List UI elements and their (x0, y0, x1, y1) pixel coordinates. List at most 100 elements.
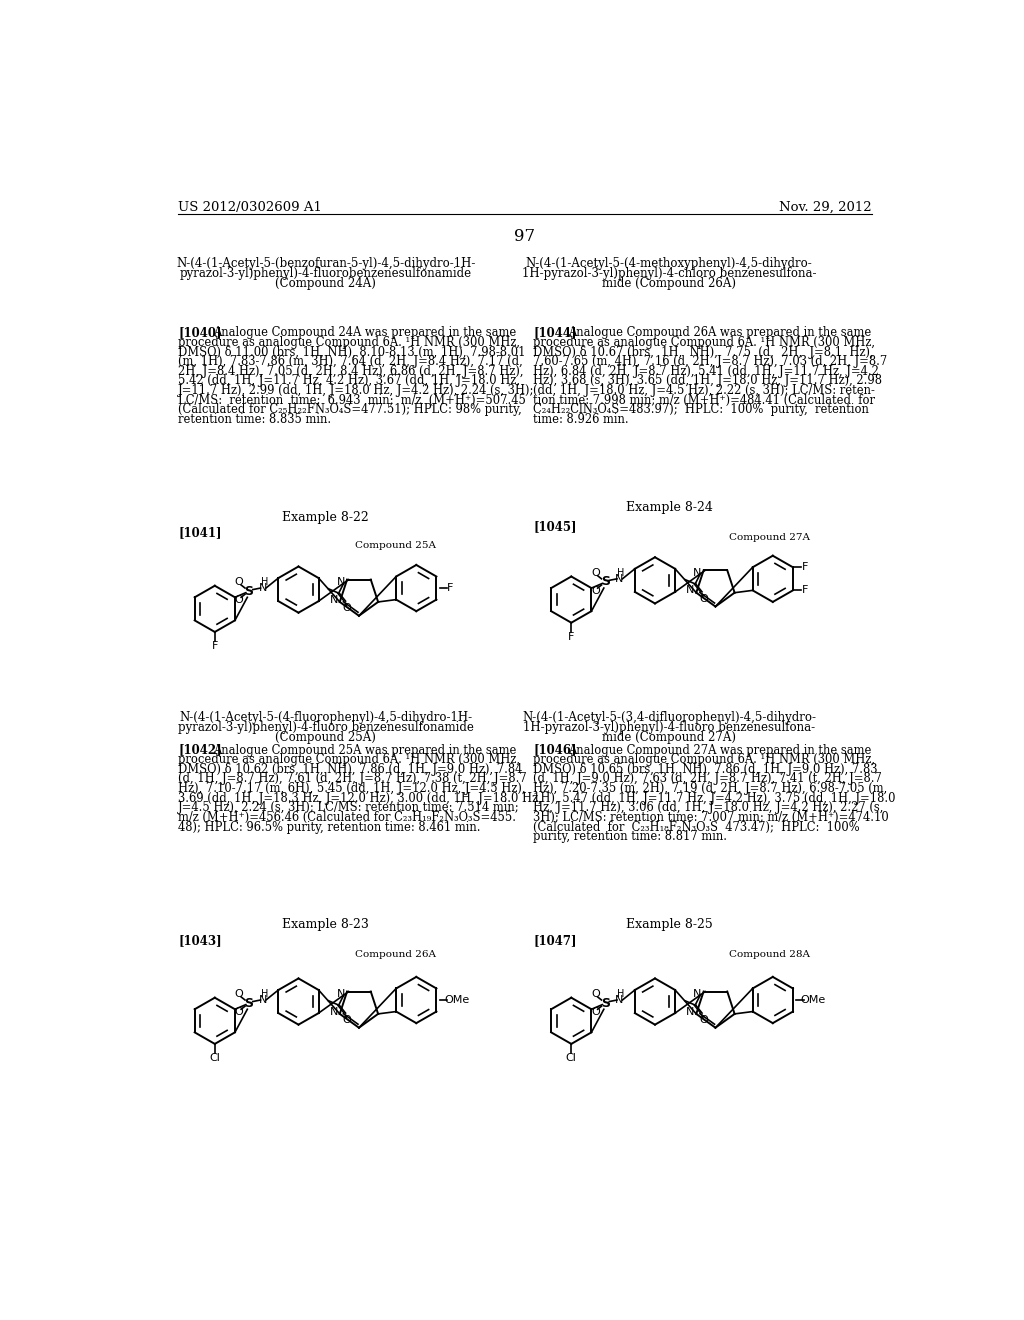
Text: N: N (686, 1007, 694, 1016)
Text: 97: 97 (514, 227, 536, 244)
Text: [1044]: [1044] (534, 326, 577, 339)
Text: 2H, J=8.4 Hz), 7.05 (d, 2H, 8.4 Hz), 6.86 (d, 2H, J=8.7 Hz),: 2H, J=8.4 Hz), 7.05 (d, 2H, 8.4 Hz), 6.8… (178, 364, 524, 378)
Text: O: O (343, 1015, 351, 1026)
Text: DMSO) δ 10.65 (brs, 1H, NH), 7.86 (d, 1H, J=9.0 Hz), 7.83: DMSO) δ 10.65 (brs, 1H, NH), 7.86 (d, 1H… (534, 763, 878, 776)
Text: H: H (261, 577, 268, 587)
Text: Compound 27A: Compound 27A (729, 533, 810, 543)
Text: [1046]: [1046] (534, 743, 577, 756)
Text: N-(4-(1-Acetyl-5-(4-methoxyphenyl)-4,5-dihydro-: N-(4-(1-Acetyl-5-(4-methoxyphenyl)-4,5-d… (525, 257, 812, 271)
Text: N: N (259, 995, 267, 1005)
Text: (Calculated  for  C₂₃H₁₈F₂N₃O₃S  473.47);  HPLC:  100%: (Calculated for C₂₃H₁₈F₂N₃O₃S 473.47); H… (534, 821, 860, 834)
Text: 1H-pyrazol-3-yl)phenyl)-4-fluoro benzenesulfona-: 1H-pyrazol-3-yl)phenyl)-4-fluoro benzene… (523, 721, 815, 734)
Text: 1H-pyrazol-3-yl)phenyl)-4-chloro benzenesulfona-: 1H-pyrazol-3-yl)phenyl)-4-chloro benzene… (521, 267, 816, 280)
Text: O: O (234, 577, 243, 587)
Text: Cl: Cl (566, 1053, 577, 1063)
Text: J=11.7 Hz), 2.99 (dd, 1H, J=18.0 Hz, J=4.2 Hz), 2.24 (s, 3H);: J=11.7 Hz), 2.99 (dd, 1H, J=18.0 Hz, J=4… (178, 384, 535, 397)
Text: N-(4-(1-Acetyl-5-(4-fluorophenyl)-4,5-dihydro-1H-: N-(4-(1-Acetyl-5-(4-fluorophenyl)-4,5-di… (179, 711, 472, 725)
Text: S: S (245, 585, 253, 598)
Text: N-(4-(1-Acetyl-5-(benzofuran-5-yl)-4,5-dihydro-1H-: N-(4-(1-Acetyl-5-(benzofuran-5-yl)-4,5-d… (176, 257, 475, 271)
Text: N: N (615, 995, 624, 1005)
Text: F: F (212, 640, 218, 651)
Text: N: N (693, 568, 701, 578)
Text: [1047]: [1047] (534, 935, 577, 948)
Text: DMSO) δ 10.62 (brs, 1H, NH), 7.86 (d, 1H, J=9.0 Hz), 7.84: DMSO) δ 10.62 (brs, 1H, NH), 7.86 (d, 1H… (178, 763, 522, 776)
Text: Nov. 29, 2012: Nov. 29, 2012 (779, 201, 872, 214)
Text: O: O (234, 989, 243, 999)
Text: Example 8-24: Example 8-24 (626, 502, 713, 513)
Text: procedure as analogue Compound 6A. ¹H NMR (300 MHz,: procedure as analogue Compound 6A. ¹H NM… (178, 335, 520, 348)
Text: (Calculated for C₂₅H₂₂FN₃O₄S=477.51); HPLC: 98% purity,: (Calculated for C₂₅H₂₂FN₃O₄S=477.51); HP… (178, 404, 522, 416)
Text: Analogue Compound 24A was prepared in the same: Analogue Compound 24A was prepared in th… (213, 326, 516, 339)
Text: [1041]: [1041] (178, 527, 222, 540)
Text: (m, 1H), 7.83-7.86 (m, 3H), 7.64 (d, 2H, J=8.4 Hz), 7.17 (d,: (m, 1H), 7.83-7.86 (m, 3H), 7.64 (d, 2H,… (178, 355, 523, 368)
Text: F: F (802, 585, 809, 595)
Text: O: O (591, 1007, 600, 1018)
Text: DMSO) δ 10.67 (brs,  1H,  NH),  7.75  (d,  2H,  J=8.1  Hz),: DMSO) δ 10.67 (brs, 1H, NH), 7.75 (d, 2H… (534, 346, 873, 359)
Text: 3.69 (dd, 1H, J=18.3 Hz, J=12.0 Hz), 3.00 (dd, 1H, J=18.0 Hz,: 3.69 (dd, 1H, J=18.3 Hz, J=12.0 Hz), 3.0… (178, 792, 542, 805)
Text: retention time: 8.835 min.: retention time: 8.835 min. (178, 413, 332, 426)
Text: Compound 25A: Compound 25A (355, 541, 436, 550)
Text: Example 8-25: Example 8-25 (626, 919, 713, 932)
Text: Example 8-23: Example 8-23 (283, 919, 369, 932)
Text: (d, 1H, J=9.0 Hz), 7.63 (d, 2H, J=8.7 Hz), 7.41 (t, 2H, J=8.7: (d, 1H, J=9.0 Hz), 7.63 (d, 2H, J=8.7 Hz… (534, 772, 883, 785)
Text: tion time: 7.998 min; m/z (M+H⁺)=484.41 (Calculated  for: tion time: 7.998 min; m/z (M+H⁺)=484.41 … (534, 393, 876, 407)
Text: Cl: Cl (209, 1053, 220, 1063)
Text: pyrazol-3-yl)phenyl)-4-fluorobenzenesulfonamide: pyrazol-3-yl)phenyl)-4-fluorobenzenesulf… (179, 267, 472, 280)
Text: 5.42 (dd, 1H, J=11.7 Hz, 4.2 Hz), 3.67 (dd, 1H, J=18.0 Hz,: 5.42 (dd, 1H, J=11.7 Hz, 4.2 Hz), 3.67 (… (178, 375, 520, 387)
Text: mide (Compound 27A): mide (Compound 27A) (602, 731, 736, 744)
Text: [1045]: [1045] (534, 520, 577, 533)
Text: O: O (234, 1007, 243, 1018)
Text: LC/MS:  retention  time:  6.943  min;  m/z  (M+H⁺)=507.45: LC/MS: retention time: 6.943 min; m/z (M… (178, 393, 526, 407)
Text: H: H (617, 989, 625, 999)
Text: N: N (337, 989, 345, 999)
Text: time: 8.926 min.: time: 8.926 min. (534, 413, 629, 426)
Text: F: F (802, 562, 809, 573)
Text: purity, retention time: 8.817 min.: purity, retention time: 8.817 min. (534, 830, 727, 843)
Text: N: N (330, 1007, 338, 1016)
Text: DMSO) δ 11.00 (brs, 1H, NH), 8.10-8.13 (m, 1H), 7.98-8.01: DMSO) δ 11.00 (brs, 1H, NH), 8.10-8.13 (… (178, 346, 526, 359)
Text: N: N (337, 577, 345, 587)
Text: pyrazol-3-yl)phenyl)-4-fluoro benzenesulfonamide: pyrazol-3-yl)phenyl)-4-fluoro benzenesul… (178, 721, 473, 734)
Text: Hz), 7.10-7.17 (m, 6H), 5.45 (dd, 1H, J=12.0 Hz, J=4.5 Hz),: Hz), 7.10-7.17 (m, 6H), 5.45 (dd, 1H, J=… (178, 781, 526, 795)
Text: [1040]: [1040] (178, 326, 222, 339)
Text: Compound 28A: Compound 28A (729, 950, 810, 958)
Text: Compound 26A: Compound 26A (355, 950, 436, 958)
Text: OMe: OMe (444, 995, 469, 1005)
Text: N: N (686, 585, 694, 595)
Text: J=4.5 Hz), 2.24 (s, 3H); LC/MS: retention time: 7.514 min;: J=4.5 Hz), 2.24 (s, 3H); LC/MS: retentio… (178, 801, 520, 814)
Text: 3H); LC/MS: retention time: 7.007 min; m/z (M+H⁺)=474.10: 3H); LC/MS: retention time: 7.007 min; m… (534, 810, 889, 824)
Text: m/z (M+H⁺)=456.46 (Calculated for C₂₃H₁₉F₂N₃O₃S=455.: m/z (M+H⁺)=456.46 (Calculated for C₂₃H₁₉… (178, 810, 516, 824)
Text: US 2012/0302609 A1: US 2012/0302609 A1 (178, 201, 323, 214)
Text: Analogue Compound 27A was prepared in the same: Analogue Compound 27A was prepared in th… (568, 743, 871, 756)
Text: O: O (591, 568, 600, 578)
Text: S: S (601, 576, 610, 589)
Text: N: N (330, 594, 338, 605)
Text: Hz), 6.84 (d, 2H, J=8.7 Hz), 5.41 (dd, 1H, J=11.7 Hz, J=4.2: Hz), 6.84 (d, 2H, J=8.7 Hz), 5.41 (dd, 1… (534, 364, 880, 378)
Text: Hz, J=11.7 Hz), 3.06 (dd, 1H, J=18.0 Hz, J=4.2 Hz), 2.27 (s,: Hz, J=11.7 Hz), 3.06 (dd, 1H, J=18.0 Hz,… (534, 801, 884, 814)
Text: OMe: OMe (801, 995, 825, 1005)
Text: Analogue Compound 25A was prepared in the same: Analogue Compound 25A was prepared in th… (213, 743, 517, 756)
Text: C₂₄H₂₂ClN₃O₄S=483.97);  HPLC:  100%  purity,  retention: C₂₄H₂₂ClN₃O₄S=483.97); HPLC: 100% purity… (534, 404, 869, 416)
Text: N-(4-(1-Acetyl-5-(3,4-difluorophenyl)-4,5-dihydro-: N-(4-(1-Acetyl-5-(3,4-difluorophenyl)-4,… (522, 711, 816, 725)
Text: (d, 1H, J=8.7 Hz), 7.61 (d, 2H, J=8.7 Hz), 7.38 (t, 2H, J=8.7: (d, 1H, J=8.7 Hz), 7.61 (d, 2H, J=8.7 Hz… (178, 772, 527, 785)
Text: O: O (591, 586, 600, 597)
Text: (Compound 24A): (Compound 24A) (275, 277, 376, 290)
Text: procedure as analogue Compound 6A. ¹H NMR (300 MHz,: procedure as analogue Compound 6A. ¹H NM… (534, 335, 876, 348)
Text: [1043]: [1043] (178, 935, 222, 948)
Text: Hz), 3.68 (s, 3H), 3.65 (dd, 1H, J=18.0 Hz, J=11.7 Hz), 2.98: Hz), 3.68 (s, 3H), 3.65 (dd, 1H, J=18.0 … (534, 375, 883, 387)
Text: Analogue Compound 26A was prepared in the same: Analogue Compound 26A was prepared in th… (568, 326, 871, 339)
Text: procedure as analogue Compound 6A. ¹H NMR (300 MHz,: procedure as analogue Compound 6A. ¹H NM… (178, 754, 520, 766)
Text: Example 8-22: Example 8-22 (283, 511, 369, 524)
Text: O: O (343, 603, 351, 612)
Text: [1042]: [1042] (178, 743, 222, 756)
Text: F: F (568, 631, 574, 642)
Text: 48); HPLC: 96.5% purity, retention time: 8.461 min.: 48); HPLC: 96.5% purity, retention time:… (178, 821, 481, 834)
Text: Hz), 7.20-7.35 (m, 2H), 7.19 (d, 2H, J=8.7 Hz), 6.98-7.05 (m,: Hz), 7.20-7.35 (m, 2H), 7.19 (d, 2H, J=8… (534, 781, 888, 795)
Text: S: S (601, 997, 610, 1010)
Text: O: O (234, 595, 243, 606)
Text: N: N (259, 583, 267, 593)
Text: 7.60-7.65 (m, 4H), 7.16 (d, 2H, J=8.7 Hz), 7.03 (d, 2H, J=8.7: 7.60-7.65 (m, 4H), 7.16 (d, 2H, J=8.7 Hz… (534, 355, 888, 368)
Text: procedure as analogue Compound 6A. ¹H NMR (300 MHz,: procedure as analogue Compound 6A. ¹H NM… (534, 754, 876, 766)
Text: (Compound 25A): (Compound 25A) (275, 731, 376, 744)
Text: H: H (617, 568, 625, 578)
